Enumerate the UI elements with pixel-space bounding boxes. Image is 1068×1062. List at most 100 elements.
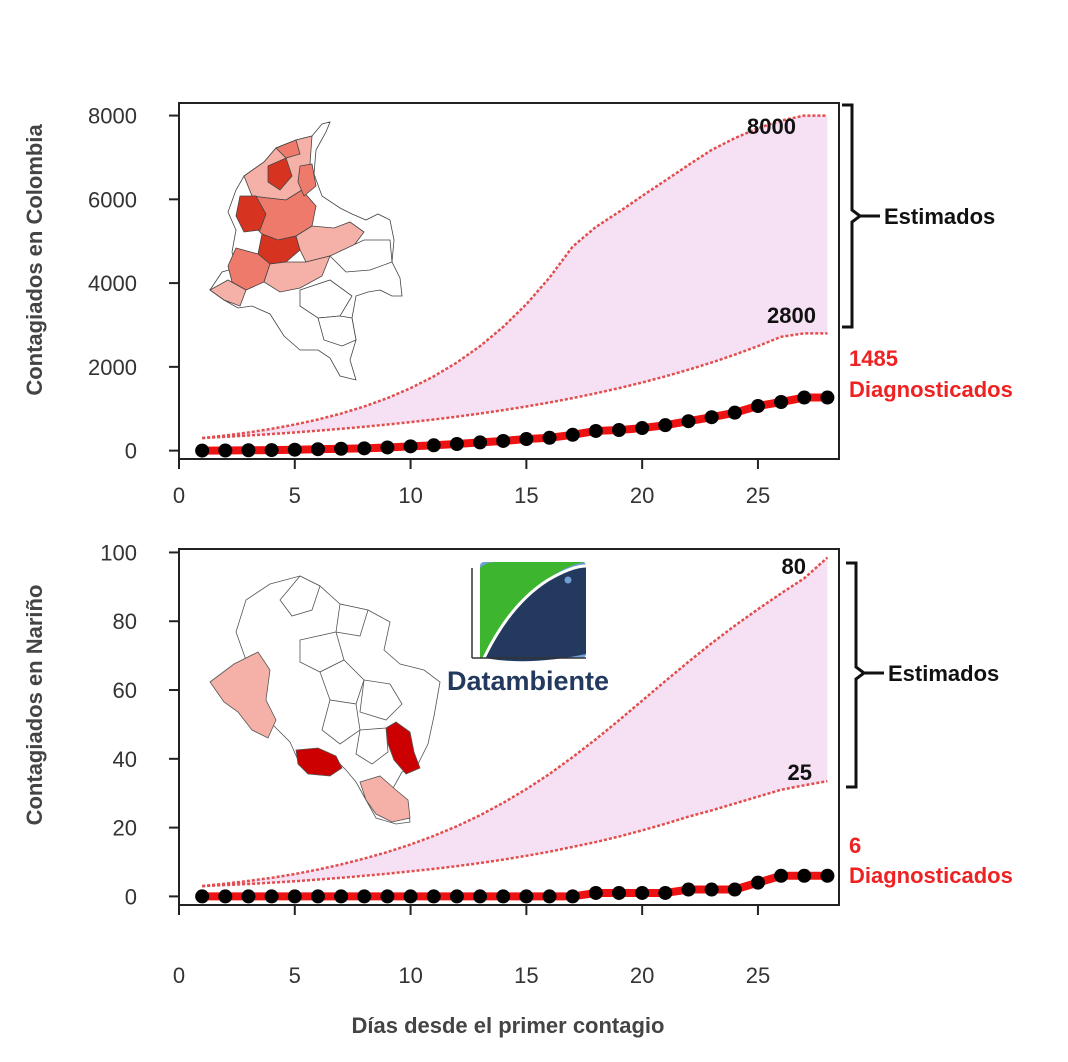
y-tick-label: 20 xyxy=(113,816,137,841)
diagnosed-point xyxy=(473,889,488,904)
diagnosed-point xyxy=(658,885,673,900)
diagnosed-point xyxy=(820,390,835,405)
lower-estimate-label: 2800 xyxy=(767,303,816,328)
plot-frame xyxy=(178,102,840,460)
diagnosed-point xyxy=(588,885,603,900)
diagnosed-point xyxy=(287,889,302,904)
diagnosed-point xyxy=(403,439,418,454)
diagnosed-point xyxy=(357,889,372,904)
diagnosed-point xyxy=(264,443,279,458)
diagnosed-point xyxy=(635,421,650,436)
diagnosed-point xyxy=(704,882,719,897)
diagnosed-value: 1485 xyxy=(849,346,898,371)
diagnosed-point xyxy=(750,399,765,414)
diagnosed-point xyxy=(426,438,441,453)
diagnosed-point xyxy=(727,405,742,420)
y-tick-label: 40 xyxy=(113,747,137,772)
diagnosed-point xyxy=(565,889,580,904)
diagnosed-point xyxy=(334,441,349,456)
upper-estimate-line xyxy=(202,556,829,888)
x-tick-label: 15 xyxy=(514,963,538,988)
x-axis-label: Días desde el primer contagio xyxy=(352,1013,665,1038)
diagnosed-point xyxy=(681,414,696,429)
y-tick-label: 80 xyxy=(113,609,137,634)
x-tick-label: 15 xyxy=(514,483,538,508)
x-tick-label: 25 xyxy=(746,963,770,988)
logo-fish-eye xyxy=(564,576,572,584)
diagnosed-point xyxy=(403,889,418,904)
diagnosed-point xyxy=(750,875,765,890)
diagnosed-point xyxy=(704,410,719,425)
plot-area xyxy=(195,556,835,904)
estimates-brace xyxy=(842,103,863,329)
x-tick-label: 20 xyxy=(630,483,654,508)
diagnosed-point xyxy=(218,443,233,458)
x-tick-label: 10 xyxy=(398,963,422,988)
diagnosed-label: Diagnosticados xyxy=(849,863,1013,888)
diagnosed-point xyxy=(681,882,696,897)
diagnosed-point xyxy=(565,427,580,442)
diagnosed-point xyxy=(380,889,395,904)
diagnosed-point xyxy=(380,440,395,455)
y-tick-label: 6000 xyxy=(88,187,137,212)
diagnosed-point xyxy=(449,889,464,904)
diagnosed-point xyxy=(519,432,534,447)
x-tick-label: 0 xyxy=(173,483,185,508)
diagnosed-point xyxy=(357,441,372,456)
diagnosed-point xyxy=(218,889,233,904)
diagnosed-point xyxy=(542,430,557,445)
logo-green-area xyxy=(480,562,586,658)
colombia-chart: Contagiados en Colombia 0 5 10 15 20 25 0 2000… xyxy=(22,102,1013,508)
y-tick-label: 0 xyxy=(125,439,137,464)
x-tick-label: 5 xyxy=(289,963,301,988)
estimate-band xyxy=(202,557,828,887)
diagnosed-point xyxy=(334,889,349,904)
y-tick-label: 2000 xyxy=(88,355,137,380)
diagnosed-point xyxy=(612,423,626,438)
x-tick-label: 0 xyxy=(173,963,185,988)
y-tick-label: 0 xyxy=(125,884,137,909)
x-axis-ticks: 0 5 10 15 20 25 xyxy=(173,905,770,988)
upper-estimate-label: 80 xyxy=(782,554,806,579)
narino-chart: Contagiados en Nariño Datambiente xyxy=(22,540,1013,1038)
y-axis-ticks: 0 20 40 60 80 100 xyxy=(100,540,179,909)
diagnosed-point xyxy=(310,442,325,457)
diagnosed-point xyxy=(588,423,603,438)
diagnosed-point xyxy=(774,868,789,883)
diagnosed-value: 6 xyxy=(849,833,861,858)
y-tick-label: 100 xyxy=(100,540,137,565)
diagnosed-point xyxy=(496,889,511,904)
diagnosed-point xyxy=(195,443,210,458)
x-axis-ticks: 0 5 10 15 20 25 xyxy=(173,459,770,508)
estimates-label: Estimados xyxy=(884,204,995,229)
y-axis-ticks: 0 2000 4000 6000 8000 xyxy=(88,104,179,464)
logo-text: Datambiente xyxy=(447,666,609,696)
datambiente-logo: Datambiente xyxy=(447,562,609,696)
diagnosed-point xyxy=(241,443,256,458)
estimates-brace xyxy=(846,561,867,789)
y-axis-label: Contagiados en Nariño xyxy=(22,585,47,826)
logo-curve xyxy=(482,564,587,659)
diagnosed-point xyxy=(449,437,464,452)
diagnosed-point xyxy=(473,435,488,450)
diagnosed-point xyxy=(658,418,673,433)
diagnosed-label: Diagnosticados xyxy=(849,377,1013,402)
y-tick-label: 60 xyxy=(113,678,137,703)
diagnosed-point xyxy=(797,390,812,405)
logo-fish-shape xyxy=(484,566,586,662)
lower-estimate-label: 25 xyxy=(788,760,812,785)
diagnosed-point xyxy=(310,889,325,904)
plot-frame xyxy=(178,548,840,906)
diagnosed-point xyxy=(797,868,812,883)
diagnosed-point xyxy=(426,889,441,904)
diagnosed-point xyxy=(264,889,279,904)
y-tick-label: 4000 xyxy=(88,271,137,296)
estimates-label: Estimados xyxy=(888,661,999,686)
upper-estimate-line xyxy=(202,114,828,440)
diagnosed-point xyxy=(820,868,835,883)
diagnosed-point xyxy=(635,885,650,900)
plot-area xyxy=(195,114,835,458)
x-tick-label: 20 xyxy=(630,963,654,988)
diagnosed-line xyxy=(202,871,828,901)
